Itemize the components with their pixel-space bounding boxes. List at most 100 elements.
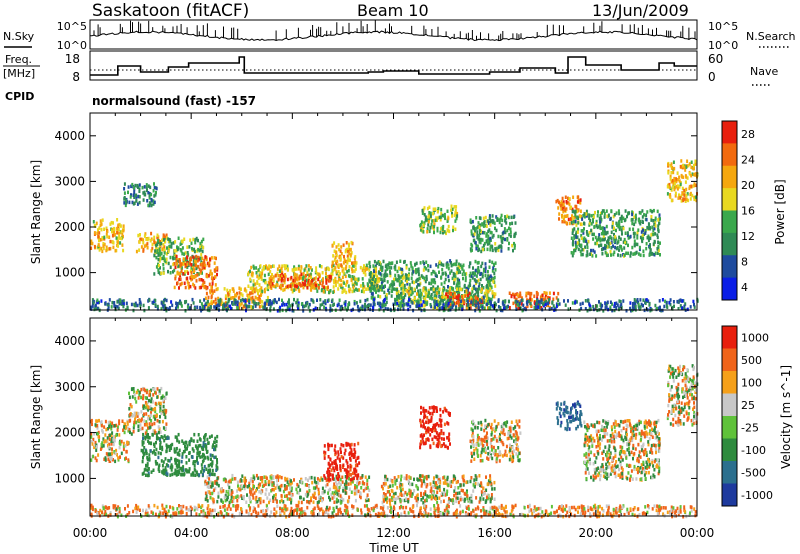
echo-cell [359,299,362,304]
echo-cell [308,279,311,284]
echo-cell [380,281,383,285]
echo-cell [177,236,180,240]
echo-cell [122,229,125,233]
echo-cell [175,473,178,477]
echo-cell [508,306,511,310]
echo-cell [168,459,171,463]
echo-cell [281,298,283,303]
echo-cell [248,299,250,303]
echo-cell [255,500,257,504]
echo-cell [416,292,418,296]
echo-cell [487,229,490,234]
echo-cell [610,253,612,257]
echo-cell [162,267,165,271]
echo-cell [255,487,258,491]
echo-cell [161,435,164,440]
echo-cell [460,265,463,269]
echo-cell [533,305,536,310]
echo-cell [284,273,287,277]
echo-cell [650,218,653,222]
echo-cell [244,479,247,483]
echo-cell [127,190,129,195]
echo-cell [417,272,420,277]
echo-cell [131,200,134,205]
echo-cell [158,259,161,263]
echo-cell [233,298,236,302]
echo-cell [629,306,632,311]
echo-cell [167,261,170,266]
echo-cell [612,214,615,219]
echo-cell [267,482,270,487]
freq-label-line1: Freq. [5,53,32,66]
echo-cell [183,449,186,454]
echo-cell [600,231,603,236]
echo-cell [537,305,540,309]
echo-cell [557,298,560,302]
echo-cell [647,222,650,226]
noise-sky-label: N.Sky [3,30,35,43]
echo-cell [481,261,484,266]
echo-cell [231,296,234,300]
echo-cell [147,467,150,471]
echo-cell [561,196,564,201]
echo-cell [98,438,100,443]
echo-cell [208,282,211,287]
echo-cell [631,305,634,309]
echo-cell [351,275,354,279]
echo-cell [108,247,111,251]
echo-cell [244,481,246,485]
echo-cell [408,282,411,287]
echo-cell [297,484,300,489]
echo-cell [142,449,145,454]
echo-cell [340,285,343,289]
echo-cell [344,302,347,307]
echo-cell [616,241,619,245]
echo-cell [455,305,457,309]
echo-cell [460,305,463,309]
echo-cell [118,421,121,426]
echo-cell [572,219,575,224]
echo-cell [476,288,479,292]
echo-cell [419,303,422,307]
echo-cell [585,230,588,234]
echo-cell [267,272,270,277]
echo-cell [467,286,470,291]
echo-cell [513,234,516,238]
echo-cell [426,227,429,231]
echo-cell [105,245,108,249]
echo-cell [204,497,207,502]
echo-cell [449,292,452,297]
echo-cell [324,484,327,488]
echo-cell [390,294,393,298]
echo-cell [397,278,400,283]
echo-cell [148,192,151,196]
echo-cell [366,282,369,286]
echo-cell [281,272,284,277]
echo-cell [345,264,348,269]
echo-cell [678,193,680,197]
echo-cell [344,266,347,271]
echo-cell [402,299,405,303]
echo-cell [613,232,615,237]
echo-cell [577,221,580,225]
echo-cell [580,233,583,238]
echo-cell [192,439,195,443]
echo-cell [381,283,384,288]
echo-cell [263,302,266,306]
echo-cell [400,279,403,284]
noise-tick-left-bottom: 10^0 [57,39,87,52]
echo-cell [282,500,285,504]
echo-cell [211,291,214,295]
echo-cell [453,281,456,285]
echo-cell [670,170,673,175]
echo-cell [370,276,373,280]
echo-cell [203,285,206,289]
echo-cell [303,268,306,272]
echo-cell [576,230,579,234]
echo-cell [385,273,388,277]
echo-cell [480,299,483,303]
echo-cell [297,264,300,269]
echo-cell [194,263,197,267]
echo-cell [621,232,623,236]
echo-cell [178,448,181,453]
